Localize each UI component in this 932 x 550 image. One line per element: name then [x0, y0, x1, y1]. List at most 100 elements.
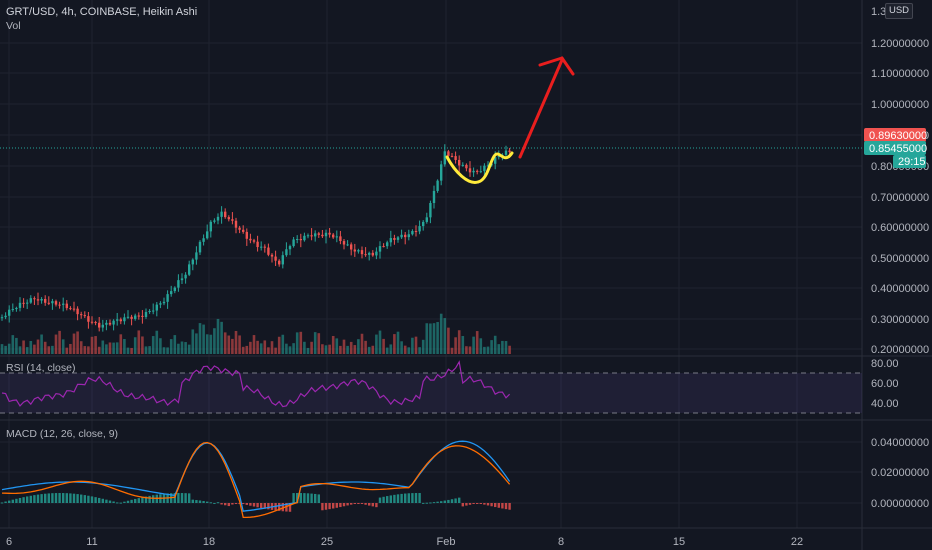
- macd-hist-bar: [188, 493, 191, 503]
- candle-body: [267, 247, 270, 255]
- candle-body: [15, 307, 18, 310]
- svg-text:0.85455000: 0.85455000: [869, 143, 927, 155]
- volume-bar: [281, 334, 285, 354]
- candle-body: [440, 164, 443, 181]
- volume-bar: [72, 333, 76, 354]
- macd-hist-bar: [476, 503, 479, 504]
- candle-body: [51, 301, 54, 304]
- macd-hist-bar: [260, 503, 263, 509]
- macd-hist-bar: [213, 502, 216, 504]
- macd-hist-bar: [58, 493, 61, 503]
- volume-bar: [472, 336, 475, 354]
- volume-bar: [335, 338, 339, 354]
- candle-body: [62, 303, 65, 305]
- candle-body: [137, 315, 140, 317]
- candle-body: [162, 301, 166, 304]
- macd-hist-bar: [224, 503, 227, 506]
- candle-body: [170, 291, 173, 295]
- macd-hist-bar: [4, 501, 7, 503]
- candle-body: [177, 280, 180, 288]
- candle-body: [483, 165, 486, 172]
- candle-body: [242, 229, 245, 232]
- macd-hist-bar: [33, 495, 36, 503]
- macd-hist-bar: [332, 503, 335, 509]
- macd-hist-bar: [119, 502, 122, 504]
- macd-hist-bar: [382, 496, 385, 503]
- price-tick-label: 0.30000000: [871, 314, 929, 326]
- candle-body: [447, 151, 450, 156]
- volume-bar: [162, 347, 166, 354]
- candle-body: [263, 246, 266, 248]
- candle-body: [504, 150, 508, 155]
- candle-body: [306, 235, 310, 237]
- volume-bar: [76, 331, 79, 354]
- macd-hist-bar: [432, 502, 436, 504]
- candle-body: [101, 324, 104, 328]
- volume-bar: [425, 323, 429, 354]
- candle-body: [238, 227, 241, 230]
- macd-hist-bar: [234, 503, 238, 504]
- macd-hist-bar: [497, 503, 500, 508]
- volume-bar: [393, 334, 396, 354]
- candle-body: [396, 237, 400, 240]
- volume-bar: [504, 341, 508, 354]
- candle-body: [332, 234, 335, 238]
- volume-bar: [105, 344, 108, 354]
- volume-bar: [223, 332, 227, 354]
- volume-bar: [364, 340, 367, 354]
- last-price-tag: 0.85455000: [864, 141, 927, 155]
- volume-bar: [58, 330, 61, 354]
- macd-hist-bar: [371, 503, 374, 507]
- volume-bar: [367, 346, 371, 354]
- candle-body: [335, 236, 338, 238]
- candle-body: [360, 250, 364, 255]
- macd-hist-bar: [346, 503, 349, 506]
- volume-bar: [349, 341, 353, 354]
- currency-unit-button[interactable]: USD: [885, 3, 913, 19]
- candle-body: [224, 211, 227, 218]
- candle-body: [4, 315, 7, 318]
- volume-bar: [209, 334, 213, 354]
- candle-body: [141, 315, 144, 317]
- candle-body: [33, 298, 36, 300]
- candle-body: [245, 231, 248, 239]
- candle-body: [173, 287, 176, 292]
- candle-body: [299, 238, 302, 241]
- candle-body: [328, 232, 331, 235]
- volume-bar: [119, 334, 123, 354]
- macd-hist-bar: [123, 501, 126, 503]
- candle-body: [108, 322, 112, 325]
- candle-body: [148, 311, 151, 313]
- macd-hist-bar: [22, 497, 25, 503]
- candle-body: [18, 302, 22, 308]
- candle-body: [202, 238, 205, 242]
- volume-bar: [295, 332, 299, 354]
- volume-bar: [227, 335, 231, 354]
- macd-hist-bar: [76, 494, 79, 503]
- price-tick-label: 1.10000000: [871, 68, 929, 80]
- rsi-axis-ticks: 80.00 60.00 40.00: [871, 358, 899, 410]
- volume-bar: [418, 347, 421, 354]
- arrow-annotation: [518, 56, 575, 159]
- macd-hist-bar: [198, 500, 202, 503]
- macd-hist-bar: [414, 493, 418, 503]
- candle-body: [180, 278, 184, 281]
- volume-bar: [328, 344, 331, 354]
- candle-body: [274, 256, 277, 261]
- candle-body: [80, 314, 83, 316]
- macd-hist-bar: [447, 499, 450, 503]
- volume-bar: [331, 335, 335, 354]
- candle-body: [411, 231, 414, 235]
- volume-bar: [303, 341, 306, 354]
- macd-hist-bar: [486, 503, 490, 506]
- volume-bar: [353, 345, 357, 354]
- candle-body: [36, 299, 40, 301]
- time-tick-label: 8: [558, 536, 564, 548]
- price-tick-label: 1.00000000: [871, 99, 929, 111]
- price-tick-label: 0.70000000: [871, 192, 929, 204]
- macd-hist-bar: [144, 496, 148, 503]
- macd-hist-bar: [281, 503, 284, 512]
- volume-bar: [288, 346, 292, 354]
- macd-tick-label: 0.02000000: [871, 467, 929, 479]
